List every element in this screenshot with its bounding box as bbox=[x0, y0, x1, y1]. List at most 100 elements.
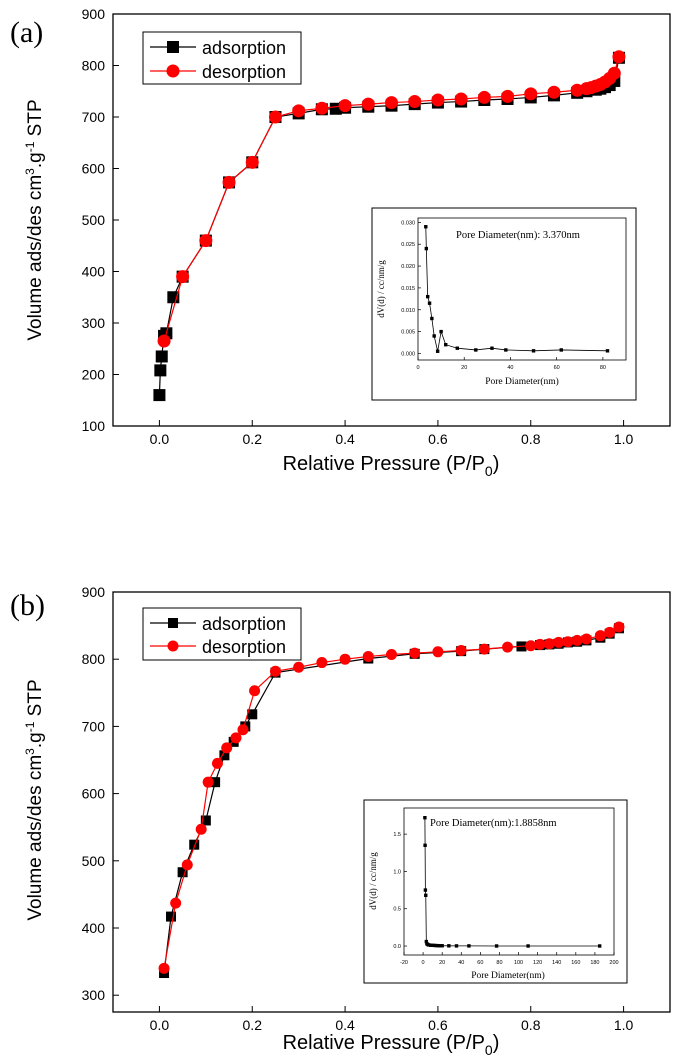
inset-data-point-b bbox=[494, 944, 499, 948]
inset-x-tick-label-b: 200 bbox=[609, 960, 618, 966]
inset-data-point-a bbox=[444, 343, 448, 347]
data-point-desorption bbox=[612, 50, 626, 64]
y-tick-label-b: 600 bbox=[82, 786, 106, 802]
legend-b: adsorption desorption bbox=[142, 607, 302, 661]
inset-y-tick-label-a: 0.020 bbox=[401, 264, 415, 270]
inset-x-tick-label-b: -20 bbox=[400, 960, 408, 966]
y-tick-label-a: 800 bbox=[82, 58, 106, 74]
data-point-desorption bbox=[292, 104, 306, 118]
data-point-desorption bbox=[570, 83, 584, 97]
y-tick-label-b: 500 bbox=[82, 853, 106, 869]
inset-data-point-b bbox=[429, 943, 433, 947]
inset-x-tick-label-b: 160 bbox=[571, 960, 580, 966]
y-axis-title-sup1-a: 3 bbox=[23, 168, 37, 175]
x-axis-title-sub-a: 0 bbox=[485, 463, 493, 479]
inset-data-point-b bbox=[423, 843, 427, 848]
inset-y-label-b: dV(d) / cc/nm/g bbox=[368, 852, 378, 910]
inset-b: -20 0 20 40 60 80 100 120 140 160 180 200 0.0 0.5 1.0 1… bbox=[363, 799, 628, 984]
y-axis-title-a: Volume ads/des cm3.g-1 STP bbox=[23, 99, 46, 340]
data-point-desorption bbox=[268, 110, 282, 124]
data-point-desorption bbox=[501, 89, 515, 103]
y-tick-label-a: 300 bbox=[82, 315, 106, 331]
inset-data-point-b bbox=[434, 943, 439, 948]
data-point-desorption bbox=[525, 640, 537, 652]
data-point-desorption bbox=[362, 651, 374, 663]
inset-x-tick-label-a: 80 bbox=[600, 365, 606, 371]
x-tick-label-b: 0.2 bbox=[243, 1017, 263, 1033]
inset-x-tick-label-b: 20 bbox=[439, 960, 445, 966]
data-point-desorption bbox=[580, 633, 592, 645]
data-point-adsorption bbox=[154, 364, 167, 377]
data-point-desorption bbox=[386, 648, 397, 660]
data-point-desorption bbox=[594, 630, 606, 642]
data-point-desorption bbox=[502, 641, 514, 653]
data-point-desorption bbox=[361, 97, 375, 111]
inset-y-tick-label-a: 0.000 bbox=[401, 351, 415, 357]
inset-x-tick-label-b: 40 bbox=[458, 960, 464, 966]
data-point-desorption bbox=[385, 96, 398, 110]
data-point-desorption bbox=[524, 87, 538, 101]
data-point-adsorption bbox=[219, 750, 230, 761]
data-point-desorption bbox=[339, 653, 351, 665]
series-group-b bbox=[158, 621, 625, 979]
inset-data-point-a bbox=[427, 301, 432, 305]
legend-marker-adsorption-b bbox=[168, 618, 178, 628]
inset-data-point-a bbox=[559, 348, 563, 352]
chart-panel-a: (a) adsorption desorption Relative Press… bbox=[10, 6, 671, 479]
inset-plot-area-a bbox=[417, 217, 627, 361]
y-axis-title-text-b: Volume ads/des cm bbox=[25, 755, 46, 921]
inset-x-tick-label-b: 80 bbox=[496, 960, 502, 966]
panel-label-a: (a) bbox=[10, 16, 43, 49]
y-tick-label-b: 900 bbox=[82, 584, 106, 600]
y-axis-title-mid-a: .g bbox=[25, 152, 46, 168]
x-tick-label-b: 0.6 bbox=[428, 1017, 448, 1033]
inset-data-point-a bbox=[426, 294, 430, 299]
inset-data-point-a bbox=[430, 316, 434, 321]
data-point-desorption bbox=[199, 234, 213, 248]
inset-y-tick-label-a: 0.030 bbox=[401, 220, 415, 226]
x-tick-label-b: 0.4 bbox=[335, 1017, 355, 1033]
inset-data-point-a bbox=[605, 349, 610, 353]
data-point-adsorption bbox=[155, 350, 168, 363]
inset-y-tick-label-a: 0.015 bbox=[401, 286, 415, 292]
inset-data-point-b bbox=[423, 816, 427, 820]
inset-data-point-a bbox=[474, 348, 478, 352]
inset-data-point-a bbox=[439, 329, 443, 334]
y-axis-title-text-a: Volume ads/des cm bbox=[25, 175, 46, 341]
inset-data-point-b bbox=[436, 943, 441, 948]
x-tick-label-b: 0.8 bbox=[521, 1017, 541, 1033]
data-point-desorption bbox=[249, 685, 261, 697]
x-axis-title-sub-b: 0 bbox=[485, 1042, 493, 1058]
data-point-desorption bbox=[604, 626, 616, 638]
y-axis-title-b: Volume ads/des cm3.g-1 STP bbox=[23, 679, 46, 920]
inset-frame-b bbox=[363, 799, 628, 984]
data-point-adsorption bbox=[210, 777, 221, 788]
y-axis-title-end-a: STP bbox=[25, 99, 46, 141]
inset-x-tick-label-a: 0 bbox=[416, 365, 419, 371]
y-axis-title-sup2-a: -1 bbox=[23, 141, 37, 152]
data-point-desorption bbox=[315, 101, 329, 115]
inset-y-tick-label-b: 1.0 bbox=[393, 869, 401, 875]
inset-series-a: 0 20 40 60 80 0.000 0.005 0.010 0.015 0.020 0.025 0… bbox=[401, 220, 610, 371]
data-point-desorption bbox=[553, 636, 565, 648]
inset-x-tick-label-a: 40 bbox=[507, 365, 513, 371]
inset-x-tick-label-b: 60 bbox=[477, 960, 483, 966]
y-tick-label-b: 300 bbox=[82, 987, 106, 1003]
plot-area-b bbox=[112, 591, 671, 1013]
data-point-adsorption bbox=[247, 709, 258, 720]
data-point-desorption bbox=[170, 897, 182, 909]
y-axis-title-sup2-b: -1 bbox=[23, 721, 37, 732]
legend-label-adsorption-b: adsorption bbox=[202, 614, 286, 634]
data-point-desorption bbox=[408, 95, 422, 109]
inset-data-point-a bbox=[490, 346, 494, 350]
data-point-desorption bbox=[432, 646, 444, 658]
inset-x-tick-label-b: 120 bbox=[533, 960, 542, 966]
x-tick-label-a: 0.4 bbox=[335, 431, 355, 447]
data-point-adsorption bbox=[166, 911, 177, 922]
data-point-desorption bbox=[316, 657, 328, 669]
inset-x-tick-label-b: 0 bbox=[422, 960, 425, 966]
inset-data-point-a bbox=[424, 225, 428, 229]
inset-y-tick-label-b: 1.5 bbox=[393, 832, 401, 838]
inset-x-tick-label-b: 100 bbox=[514, 960, 523, 966]
y-tick-label-a: 400 bbox=[82, 264, 106, 280]
